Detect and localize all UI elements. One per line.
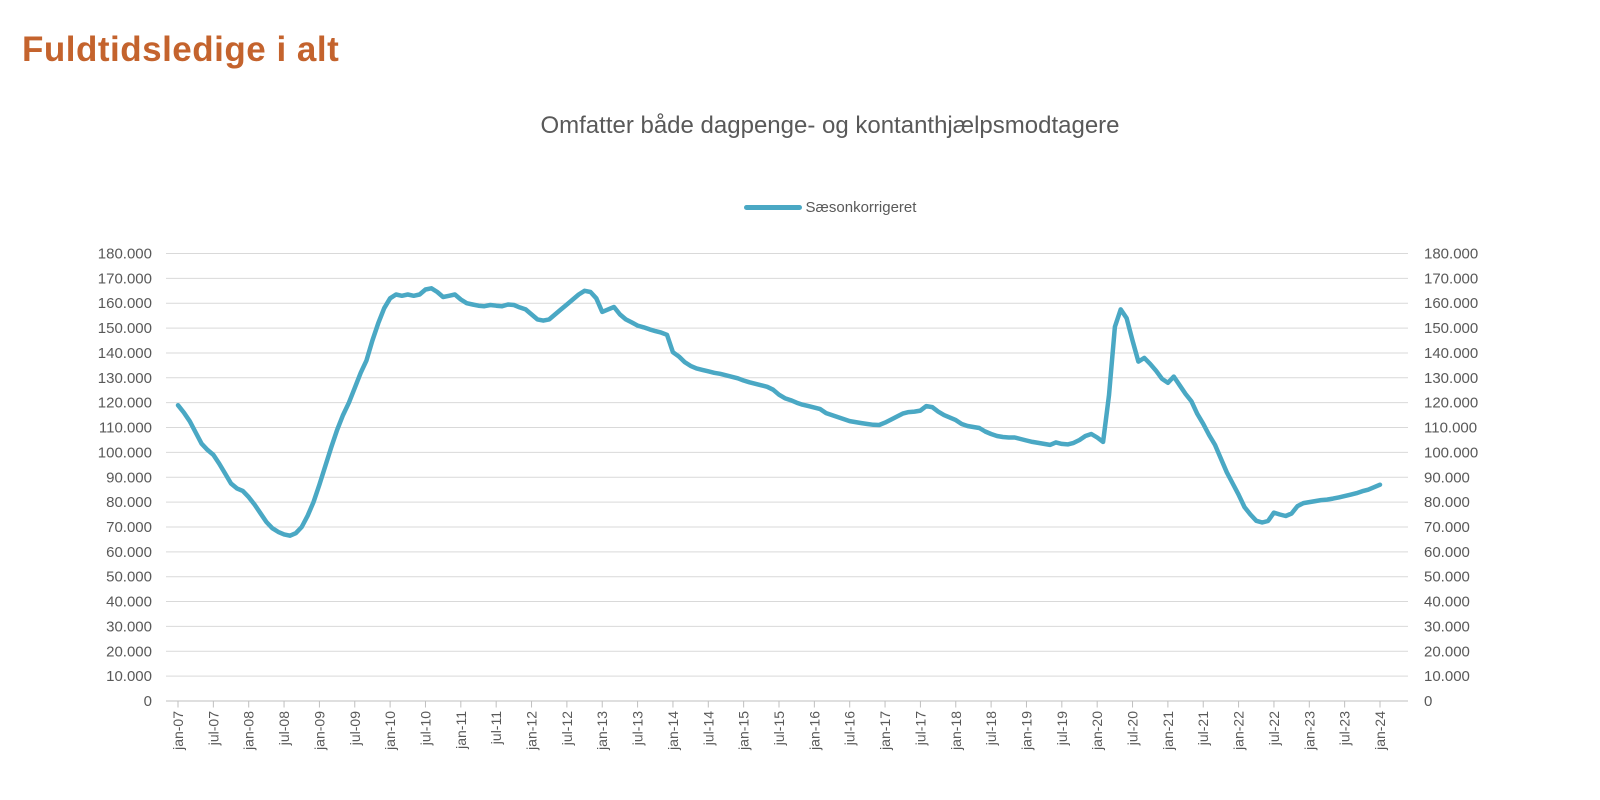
y-axis-tick-label-left: 100.000 — [98, 444, 152, 461]
y-axis-tick-label-left: 90.000 — [106, 469, 152, 486]
y-axis-tick-label-left: 30.000 — [106, 618, 152, 635]
y-axis-tick-label-right: 0 — [1424, 693, 1432, 710]
y-axis-tick-label-right: 80.000 — [1424, 494, 1470, 511]
y-axis-tick-label-left: 40.000 — [106, 594, 152, 611]
page-title: Fuldtidsledige i alt — [22, 30, 340, 69]
x-axis-tick-label: jul-10 — [417, 711, 433, 746]
x-axis-tick-label: jul-12 — [559, 711, 575, 746]
y-axis-tick-label-left: 120.000 — [98, 395, 152, 412]
y-axis-tick-label-left: 150.000 — [98, 320, 152, 337]
y-axis-tick-label-left: 10.000 — [106, 668, 152, 685]
x-axis-tick-label: jan-16 — [806, 711, 822, 751]
y-axis-tick-label-right: 170.000 — [1424, 270, 1478, 287]
x-axis-tick-label: jan-24 — [1372, 711, 1388, 751]
x-axis-tick-label: jul-17 — [912, 711, 928, 746]
y-axis-tick-label-left: 140.000 — [98, 345, 152, 362]
legend-line-swatch-icon — [743, 205, 802, 210]
y-axis-tick-label-right: 110.000 — [1424, 420, 1477, 437]
chart-title: Omfatter både dagpenge- og kontanthjælps… — [540, 112, 1120, 139]
y-axis-tick-label-left: 130.000 — [98, 370, 152, 387]
y-axis-tick-label-right: 130.000 — [1424, 370, 1478, 387]
x-axis-tick-label: jul-15 — [771, 711, 787, 746]
y-axis-tick-label-left: 160.000 — [98, 295, 152, 312]
x-axis-tick-label: jul-09 — [347, 711, 363, 746]
y-axis-tick-label-right: 60.000 — [1424, 544, 1470, 561]
x-axis-tick-label: jul-20 — [1125, 711, 1141, 746]
y-axis-tick-label-left: 20.000 — [106, 643, 152, 660]
x-axis-tick-label: jan-19 — [1018, 711, 1034, 751]
y-axis-tick-label-right: 140.000 — [1424, 345, 1478, 362]
y-axis-tick-label-right: 20.000 — [1424, 643, 1470, 660]
y-axis-tick-label-right: 160.000 — [1424, 295, 1478, 312]
x-axis-tick-label: jan-14 — [665, 711, 681, 751]
x-axis-tick-label: jul-16 — [842, 711, 858, 746]
y-axis-tick-label-right: 50.000 — [1424, 569, 1470, 586]
x-axis-tick-label: jul-19 — [1054, 711, 1070, 746]
y-axis-tick-label-right: 40.000 — [1424, 594, 1470, 611]
legend-series-label: Sæsonkorrigeret — [805, 199, 917, 216]
x-axis-tick-label: jan-23 — [1301, 711, 1317, 751]
y-axis-tick-label-right: 70.000 — [1424, 519, 1470, 536]
y-axis-tick-label-right: 150.000 — [1424, 320, 1478, 337]
x-axis-tick-label: jan-15 — [736, 711, 752, 751]
x-axis-tick-label: jan-08 — [241, 711, 257, 751]
y-axis-tick-label-left: 170.000 — [98, 270, 152, 287]
x-axis-tick-label: jul-23 — [1337, 711, 1353, 746]
y-axis-tick-label-right: 10.000 — [1424, 668, 1470, 685]
x-axis-tick-label: jul-13 — [630, 711, 646, 746]
x-axis-tick-label: jan-22 — [1231, 711, 1247, 751]
chart-legend: Sæsonkorrigeret — [80, 199, 1580, 216]
y-axis-tick-label-left: 180.000 — [98, 246, 152, 263]
x-axis-tick-label: jul-11 — [488, 711, 504, 745]
y-axis-tick-label-left: 0 — [144, 693, 152, 710]
x-axis-tick-label: jul-18 — [983, 711, 999, 746]
y-axis-tick-label-right: 90.000 — [1424, 469, 1470, 486]
y-axis-tick-label-right: 120.000 — [1424, 395, 1478, 412]
x-axis-tick-label: jul-22 — [1266, 711, 1282, 746]
x-axis-tick-label: jan-20 — [1089, 711, 1105, 751]
y-axis-tick-label-left: 110.000 — [99, 420, 152, 437]
y-axis-tick-label-right: 180.000 — [1424, 246, 1478, 263]
x-axis-tick-label: jan-11 — [453, 711, 469, 750]
x-axis-tick-label: jan-10 — [382, 711, 398, 751]
x-axis-tick-label: jan-12 — [524, 711, 540, 751]
x-axis-tick-label: jan-18 — [948, 711, 964, 751]
y-axis-tick-label-left: 70.000 — [106, 519, 152, 536]
x-axis-tick-label: jul-14 — [700, 711, 716, 746]
y-axis-tick-label-right: 30.000 — [1424, 618, 1470, 635]
y-axis-tick-label-left: 60.000 — [106, 544, 152, 561]
x-axis-tick-label: jul-21 — [1195, 711, 1211, 746]
x-axis-tick-label: jan-07 — [170, 711, 186, 751]
x-axis-tick-label: jan-21 — [1160, 711, 1176, 751]
x-axis-tick-label: jan-09 — [311, 711, 327, 751]
x-axis-tick-label: jan-17 — [877, 711, 893, 751]
y-axis-tick-label-left: 80.000 — [106, 494, 152, 511]
series-line-saesonkorrigeret — [175, 286, 1383, 538]
x-axis-tick-label: jul-08 — [276, 711, 292, 746]
x-axis-tick-label: jul-07 — [205, 711, 221, 746]
y-axis-tick-label-right: 100.000 — [1424, 444, 1478, 461]
x-axis-tick-label: jan-13 — [594, 711, 610, 751]
y-axis-tick-label-left: 50.000 — [106, 569, 152, 586]
